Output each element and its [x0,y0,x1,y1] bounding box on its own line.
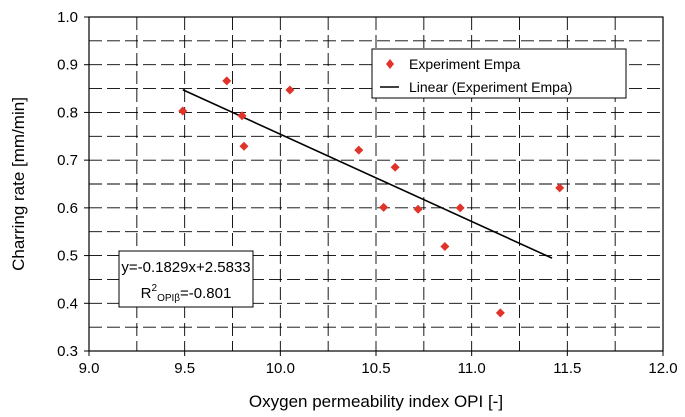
legend-label-experiment: Experiment Empa [409,56,520,72]
data-point [495,308,505,318]
x-tick-label: 10.5 [361,360,390,377]
x-tick-label: 10.0 [266,360,295,377]
data-point [285,85,295,95]
data-point [178,106,188,116]
data-point [413,204,423,214]
data-point [379,202,389,212]
regression-equation: y=-0.1829x+2.5833 [121,259,250,276]
legend-marker-experiment [386,59,394,69]
y-axis-title: Charring rate [mm/min] [9,97,28,271]
x-tick-label: 9.5 [174,360,195,377]
regression-box [118,250,254,308]
data-point [222,76,232,86]
data-point [440,242,450,252]
x-tick-labels: 9.0 9.5 10.0 10.5 11.0 11.5 12.0 [79,360,678,377]
regression-annotation: y=-0.1829x+2.5833 R2OPIβ=-0.801 [118,250,254,308]
y-tick-label: 0.5 [57,248,78,265]
y-tick-label: 0.3 [57,343,78,360]
x-axis-title: Oxygen permeability index OPI [-] [249,392,503,411]
data-points [178,76,565,318]
axis-ticks [84,16,664,356]
data-point [455,203,465,213]
data-point [354,145,364,155]
regression-r2: R2OPIβ=-0.801 [141,283,232,304]
data-point [555,183,565,193]
legend-box [371,48,627,99]
r2-sup: 2 [152,283,158,294]
y-tick-label: 0.9 [57,57,78,74]
x-tick-label: 9.0 [79,360,100,377]
r2-value: =-0.801 [180,285,231,302]
y-tick-labels: 0.3 0.4 0.5 0.6 0.7 0.8 0.9 1.0 [57,9,78,360]
y-tick-label: 0.7 [57,152,78,169]
data-point [239,141,249,151]
y-tick-label: 0.4 [57,295,78,312]
x-tick-label: 12.0 [648,360,677,377]
legend: Experiment Empa Linear (Experiment Empa) [371,48,627,99]
r2-sub: OPIβ [157,293,180,304]
y-tick-label: 0.8 [57,104,78,121]
y-tick-label: 0.6 [57,200,78,217]
y-tick-label: 1.0 [57,9,78,26]
x-tick-label: 11.5 [553,360,581,377]
r2-r: R [141,285,152,302]
data-point [237,111,247,121]
data-point [390,162,400,172]
x-tick-label: 11.0 [458,360,486,377]
legend-label-linear: Linear (Experiment Empa) [409,79,572,95]
